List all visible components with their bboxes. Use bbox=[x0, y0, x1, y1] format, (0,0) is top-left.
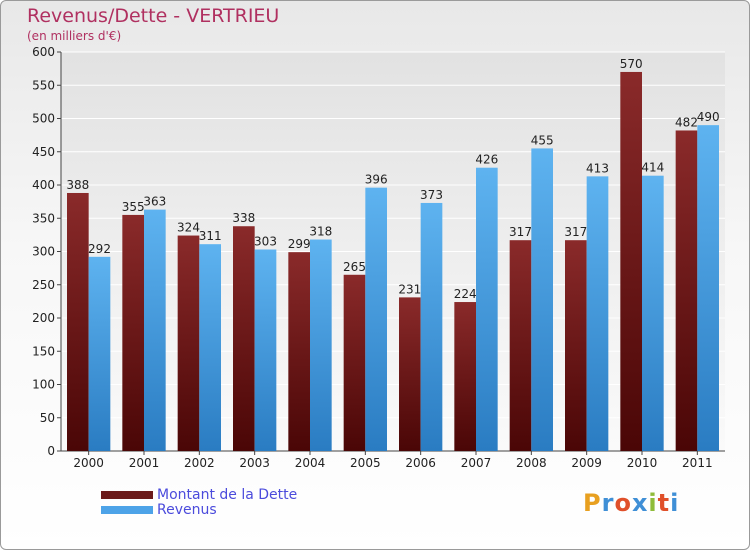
bar-revenus bbox=[254, 249, 277, 451]
legend-label-debt: Montant de la Dette bbox=[157, 487, 298, 503]
bar-revenus bbox=[144, 209, 166, 451]
x-tick-label: 2010 bbox=[627, 456, 658, 470]
value-label-revenus: 396 bbox=[365, 173, 388, 187]
bar-debt bbox=[620, 71, 642, 451]
bar-debt bbox=[343, 274, 366, 451]
legend-swatch-debt bbox=[101, 491, 153, 499]
value-label-debt: 570 bbox=[620, 57, 643, 71]
logo-letter: i bbox=[670, 489, 680, 517]
value-label-revenus: 311 bbox=[199, 229, 222, 243]
bar-revenus bbox=[476, 167, 498, 451]
logo-letter: x bbox=[631, 489, 649, 517]
x-tick-label: 2005 bbox=[350, 456, 381, 470]
bar-debt bbox=[122, 214, 144, 451]
x-tick-label: 2008 bbox=[516, 456, 547, 470]
bar-debt bbox=[454, 302, 476, 451]
bar-revenus bbox=[310, 239, 332, 451]
x-tick-label: 2002 bbox=[184, 456, 215, 470]
y-tick-label: 300 bbox=[32, 245, 55, 259]
y-tick-label: 500 bbox=[32, 112, 55, 126]
bar-debt bbox=[67, 192, 89, 452]
x-tick-label: 2007 bbox=[461, 456, 492, 470]
value-label-debt: 338 bbox=[232, 211, 255, 225]
x-tick-label: 2009 bbox=[571, 456, 602, 470]
chart-title: Revenus/Dette - VERTRIEU bbox=[27, 5, 280, 27]
logo-letter: o bbox=[614, 489, 632, 517]
value-label-debt: 355 bbox=[122, 200, 145, 214]
y-tick-label: 100 bbox=[32, 378, 55, 392]
legend-label-revenus: Revenus bbox=[157, 502, 217, 518]
value-label-revenus: 490 bbox=[697, 110, 720, 124]
y-tick-label: 400 bbox=[32, 178, 55, 192]
value-label-revenus: 292 bbox=[88, 242, 111, 256]
bar-debt bbox=[177, 235, 200, 451]
bar-debt bbox=[288, 252, 310, 451]
value-label-debt: 231 bbox=[398, 282, 421, 296]
value-label-debt: 265 bbox=[343, 260, 366, 274]
y-tick-label: 600 bbox=[32, 45, 55, 59]
y-tick-label: 550 bbox=[32, 78, 55, 92]
value-label-debt: 388 bbox=[66, 178, 89, 192]
y-tick-label: 250 bbox=[32, 278, 55, 292]
bar-revenus bbox=[642, 175, 664, 451]
y-tick-label: 350 bbox=[32, 211, 55, 225]
x-tick-label: 2001 bbox=[129, 456, 160, 470]
value-label-debt: 224 bbox=[454, 287, 477, 301]
logo-letter: t bbox=[657, 489, 671, 517]
bar-revenus bbox=[88, 256, 111, 451]
x-tick-label: 2004 bbox=[295, 456, 326, 470]
value-label-debt: 317 bbox=[564, 225, 587, 239]
y-tick-label: 50 bbox=[40, 411, 55, 425]
value-label-debt: 324 bbox=[177, 221, 200, 235]
bar-revenus bbox=[531, 148, 553, 452]
bar-revenus bbox=[199, 244, 221, 451]
proxiti-logo: Proxiti bbox=[583, 489, 679, 517]
bar-debt bbox=[565, 240, 587, 451]
bar-debt bbox=[675, 130, 698, 451]
value-label-revenus: 363 bbox=[143, 195, 166, 209]
bar-revenus bbox=[586, 176, 609, 452]
value-label-revenus: 455 bbox=[531, 133, 554, 147]
value-label-debt: 317 bbox=[509, 225, 532, 239]
bar-debt bbox=[233, 226, 255, 451]
value-label-revenus: 373 bbox=[420, 188, 443, 202]
value-label-revenus: 413 bbox=[586, 161, 609, 175]
legend-swatch-revenus bbox=[101, 506, 153, 514]
y-tick-label: 150 bbox=[32, 344, 55, 358]
x-tick-label: 2003 bbox=[239, 456, 270, 470]
logo-letter: i bbox=[648, 489, 658, 517]
value-label-revenus: 414 bbox=[641, 161, 664, 175]
bar-revenus bbox=[365, 187, 387, 451]
x-tick-label: 2000 bbox=[73, 456, 104, 470]
value-label-revenus: 303 bbox=[254, 235, 277, 249]
value-label-debt: 482 bbox=[675, 115, 698, 129]
value-label-revenus: 318 bbox=[309, 225, 332, 239]
value-label-debt: 299 bbox=[288, 237, 311, 251]
x-tick-label: 2011 bbox=[682, 456, 713, 470]
logo-letter: r bbox=[601, 489, 615, 517]
chart-subtitle: (en milliers d'€) bbox=[27, 29, 122, 43]
y-tick-label: 0 bbox=[47, 444, 55, 458]
y-tick-label: 450 bbox=[32, 145, 55, 159]
value-label-revenus: 426 bbox=[475, 153, 498, 167]
y-tick-label: 200 bbox=[32, 311, 55, 325]
bar-revenus bbox=[697, 125, 719, 452]
logo-letter: P bbox=[583, 489, 602, 517]
bar-revenus bbox=[420, 202, 443, 451]
x-tick-label: 2006 bbox=[405, 456, 436, 470]
bar-debt bbox=[399, 297, 421, 451]
bar-debt bbox=[509, 240, 532, 451]
